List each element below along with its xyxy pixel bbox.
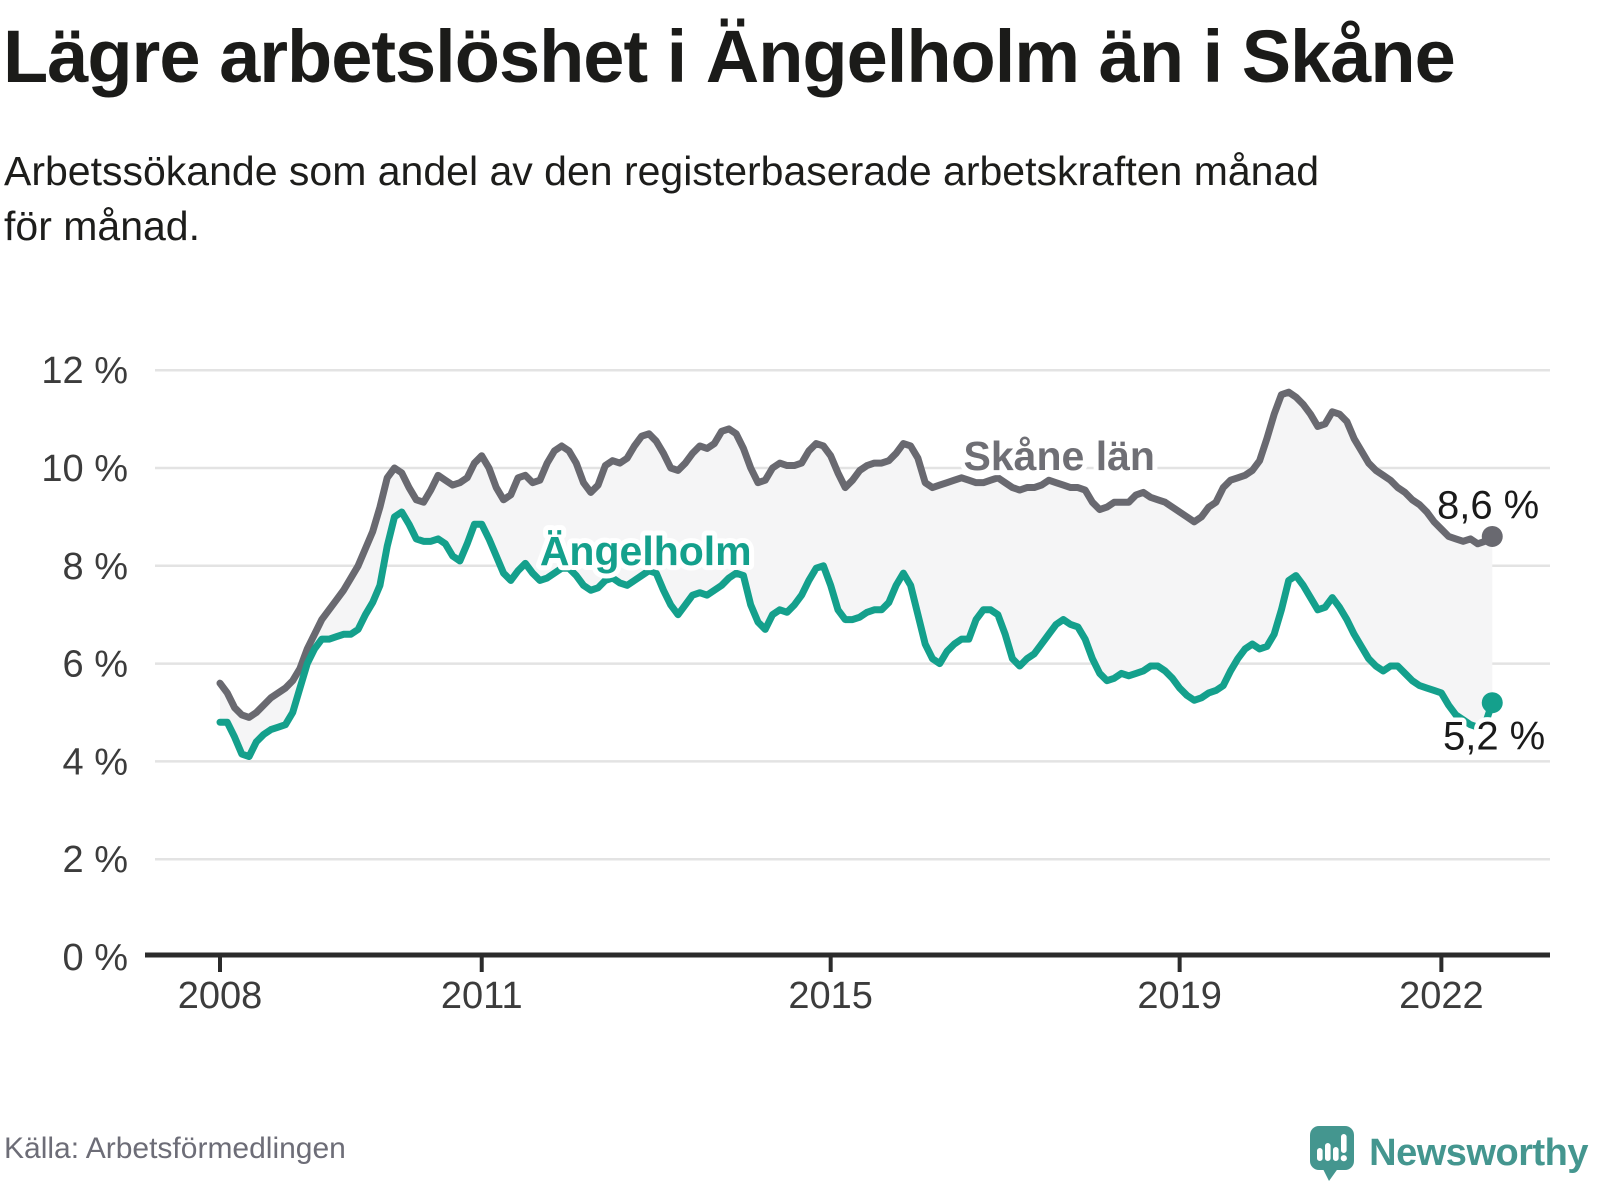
y-tick-label: 12 %: [41, 350, 128, 392]
x-tick-label: 2019: [1137, 975, 1222, 1017]
source-attribution: Källa: Arbetsförmedlingen: [4, 1132, 346, 1165]
series-label-skane: Skåne län: [964, 433, 1155, 479]
series-line-skane: [216, 388, 1496, 721]
y-tick-label: 10 %: [41, 448, 128, 490]
series-line-angelholm: [216, 508, 1496, 761]
area-between-series: [220, 392, 1493, 757]
y-tick-label: 0 %: [63, 937, 128, 979]
chart-subtitle: Arbetssökande som andel av den registerb…: [4, 144, 1564, 253]
newsworthy-logo[interactable]: Newsworthy: [1308, 1124, 1588, 1182]
endpoint-dot-skane: [1481, 525, 1503, 547]
newsworthy-bubble-icon: [1310, 1126, 1355, 1181]
y-tick-label: 6 %: [63, 644, 128, 686]
x-tick-label: 2008: [178, 975, 263, 1017]
chart-subtitle-line-1: Arbetssökande som andel av den registerb…: [4, 148, 1320, 194]
series-label-angelholm: Ängelholm: [540, 528, 752, 574]
endpoint-dot-angelholm: [1481, 692, 1503, 714]
y-tick-label: 2 %: [63, 839, 128, 881]
newsworthy-wordmark: Newsworthy: [1369, 1131, 1588, 1174]
end-value-label-skane: 8,6 %: [1437, 483, 1539, 527]
x-tick-label: 2022: [1399, 975, 1484, 1017]
y-tick-label: 8 %: [63, 546, 128, 588]
page-title: Lägre arbetslöshet i Ängelholm än i Skån…: [3, 15, 1456, 98]
x-tick-label: 2011: [441, 975, 523, 1017]
end-value-label-angelholm: 5,2 %: [1443, 715, 1545, 759]
x-tick-label: 2015: [788, 975, 873, 1017]
chart-subtitle-line-2: för månad.: [4, 202, 200, 249]
y-tick-label: 4 %: [63, 741, 128, 783]
